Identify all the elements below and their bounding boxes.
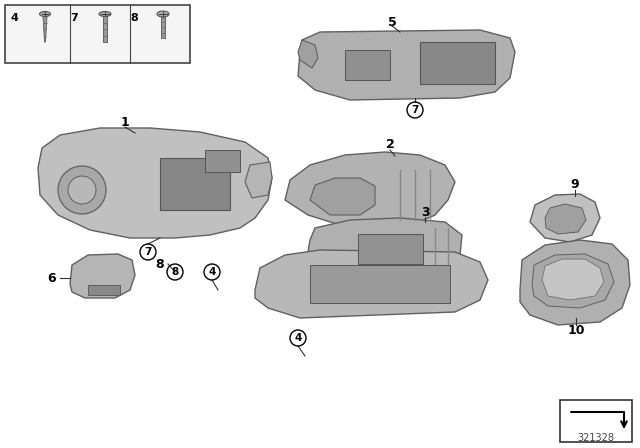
FancyBboxPatch shape: [560, 400, 632, 442]
Text: 2: 2: [386, 138, 394, 151]
Text: 321328: 321328: [577, 433, 614, 443]
Ellipse shape: [157, 11, 169, 17]
FancyBboxPatch shape: [5, 5, 190, 63]
Polygon shape: [545, 204, 586, 234]
FancyBboxPatch shape: [358, 234, 423, 264]
Polygon shape: [542, 259, 604, 300]
Text: 8: 8: [156, 258, 164, 271]
Polygon shape: [298, 40, 318, 68]
FancyBboxPatch shape: [345, 50, 390, 80]
Polygon shape: [532, 254, 614, 308]
Polygon shape: [530, 194, 600, 242]
Polygon shape: [70, 254, 135, 298]
Polygon shape: [310, 178, 375, 215]
FancyBboxPatch shape: [310, 265, 450, 303]
Text: 8: 8: [172, 267, 179, 277]
Polygon shape: [43, 16, 47, 42]
Polygon shape: [103, 16, 107, 42]
Text: 9: 9: [571, 178, 579, 191]
Text: 5: 5: [388, 16, 396, 29]
Ellipse shape: [40, 12, 51, 17]
FancyBboxPatch shape: [205, 150, 240, 172]
FancyBboxPatch shape: [420, 42, 495, 84]
Polygon shape: [245, 162, 272, 198]
Circle shape: [58, 166, 106, 214]
Text: 10: 10: [567, 323, 585, 336]
Polygon shape: [298, 30, 515, 100]
Polygon shape: [38, 128, 272, 238]
Text: 3: 3: [420, 206, 429, 219]
Text: 4: 4: [294, 333, 301, 343]
Ellipse shape: [99, 12, 111, 17]
Text: 4: 4: [208, 267, 216, 277]
Polygon shape: [520, 240, 630, 325]
Text: 7: 7: [412, 105, 419, 115]
Text: 7: 7: [144, 247, 152, 257]
Polygon shape: [285, 152, 455, 228]
Text: 6: 6: [48, 271, 56, 284]
FancyBboxPatch shape: [160, 158, 230, 210]
Text: 7: 7: [70, 13, 78, 23]
Text: 8: 8: [130, 13, 138, 23]
Polygon shape: [161, 17, 165, 38]
FancyBboxPatch shape: [88, 285, 120, 295]
Text: 4: 4: [10, 13, 18, 23]
Polygon shape: [308, 218, 462, 275]
Text: 1: 1: [120, 116, 129, 129]
Circle shape: [68, 176, 96, 204]
Polygon shape: [255, 250, 488, 318]
